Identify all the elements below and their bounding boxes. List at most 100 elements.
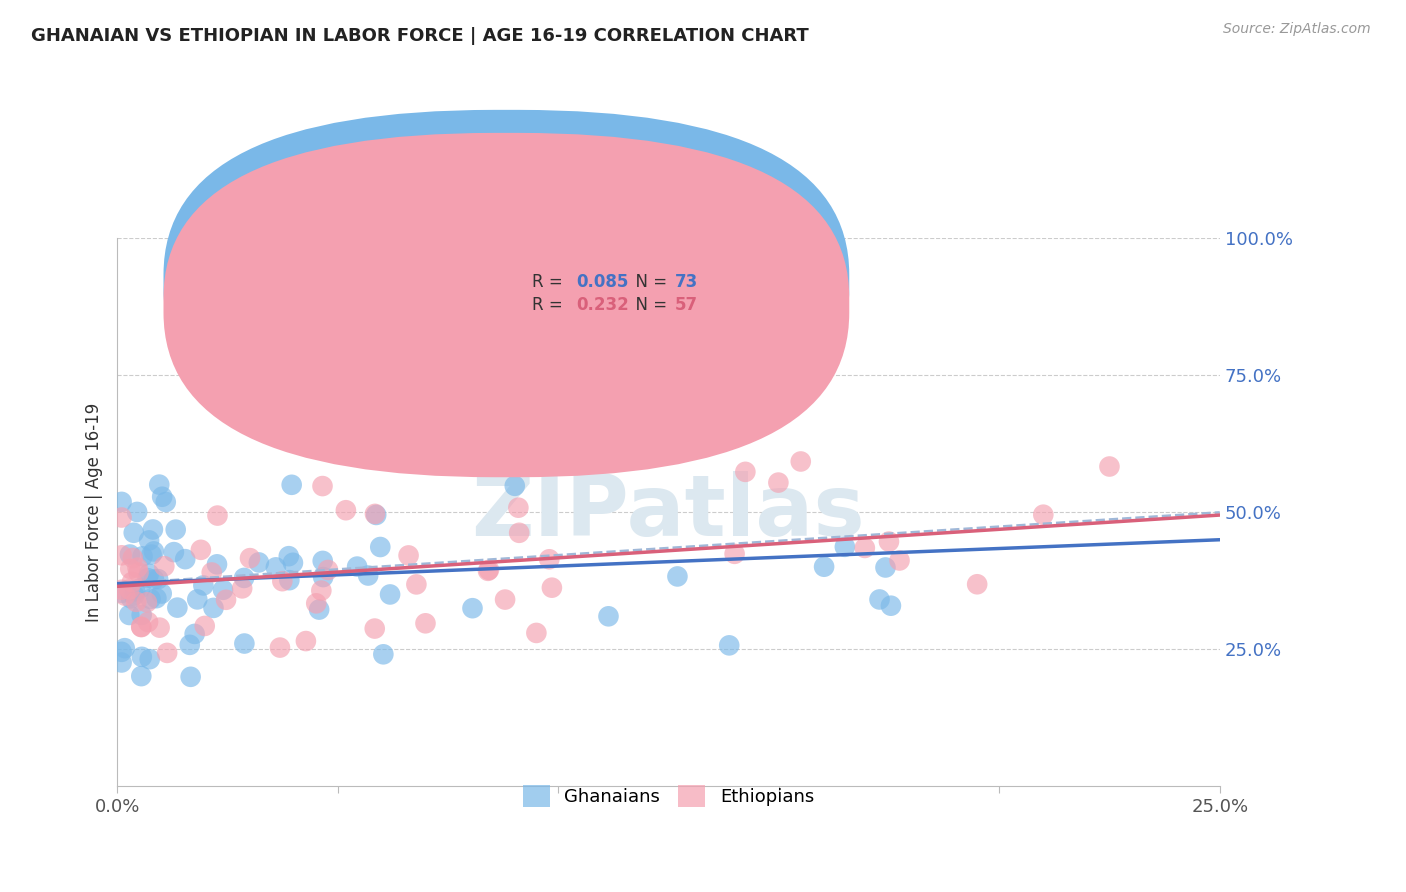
Point — [121, 575, 143, 590]
Point — [110, 510, 132, 524]
Text: R =: R = — [531, 273, 568, 291]
Point — [156, 646, 179, 660]
FancyBboxPatch shape — [470, 260, 779, 337]
Point — [966, 577, 988, 591]
Point — [366, 508, 388, 522]
Point — [312, 554, 335, 568]
Point — [118, 607, 141, 622]
Point — [150, 586, 173, 600]
Point — [110, 645, 132, 659]
Point — [128, 566, 150, 580]
Point — [125, 595, 148, 609]
FancyBboxPatch shape — [163, 133, 849, 477]
Point — [135, 595, 157, 609]
Text: 0.232: 0.232 — [576, 296, 628, 314]
Point — [174, 552, 197, 566]
Text: GHANAIAN VS ETHIOPIAN IN LABOR FORCE | AGE 16-19 CORRELATION CHART: GHANAIAN VS ETHIOPIAN IN LABOR FORCE | A… — [31, 27, 808, 45]
Point — [308, 602, 330, 616]
Point — [110, 495, 132, 509]
Text: 57: 57 — [675, 296, 699, 314]
Point — [163, 545, 186, 559]
Text: Source: ZipAtlas.com: Source: ZipAtlas.com — [1223, 22, 1371, 37]
Point — [316, 563, 339, 577]
Point — [368, 540, 391, 554]
Point — [239, 551, 262, 566]
Point — [889, 553, 911, 567]
Point — [193, 578, 215, 592]
Point — [110, 656, 132, 670]
Point — [461, 601, 484, 615]
Point — [149, 621, 172, 635]
Point — [723, 547, 745, 561]
Point — [120, 591, 142, 606]
Point — [148, 477, 170, 491]
Point — [179, 638, 201, 652]
Point — [264, 560, 287, 574]
Point — [143, 573, 166, 587]
Point — [215, 592, 238, 607]
Point — [1032, 508, 1054, 522]
Point — [790, 454, 813, 468]
Point — [538, 552, 561, 566]
Point — [138, 652, 160, 666]
Point — [190, 542, 212, 557]
Point — [138, 566, 160, 581]
Point — [357, 568, 380, 582]
Point — [853, 541, 876, 555]
Point — [124, 589, 146, 603]
Point — [734, 465, 756, 479]
Point — [146, 572, 169, 586]
Point — [166, 600, 188, 615]
Point — [364, 507, 387, 521]
Point — [142, 544, 165, 558]
Point — [718, 638, 741, 652]
Text: ZIPatlas: ZIPatlas — [471, 471, 865, 554]
Point — [541, 581, 564, 595]
Point — [405, 577, 427, 591]
Point — [114, 641, 136, 656]
Point — [131, 607, 153, 622]
Point — [312, 570, 335, 584]
Point — [153, 559, 176, 574]
Point — [547, 407, 569, 421]
Point — [295, 634, 318, 648]
Point — [880, 599, 903, 613]
Point — [186, 592, 208, 607]
Text: N =: N = — [626, 296, 673, 314]
Point — [131, 620, 153, 634]
Point — [127, 505, 149, 519]
Point — [508, 525, 530, 540]
Point — [278, 573, 301, 587]
Point — [131, 549, 153, 564]
Point — [183, 627, 205, 641]
Point — [233, 636, 256, 650]
Point — [110, 549, 132, 563]
Text: R =: R = — [531, 296, 568, 314]
Point — [280, 478, 302, 492]
Point — [120, 562, 142, 576]
Point — [335, 503, 357, 517]
Point — [118, 582, 141, 597]
Point — [281, 556, 304, 570]
Text: 73: 73 — [675, 273, 699, 291]
Point — [271, 574, 294, 589]
Point — [508, 500, 530, 515]
Text: N =: N = — [626, 273, 673, 291]
Point — [139, 591, 162, 606]
Point — [207, 508, 229, 523]
Point — [666, 569, 689, 583]
Point — [430, 456, 453, 470]
Point — [233, 571, 256, 585]
Point — [202, 600, 225, 615]
Point — [110, 582, 132, 597]
Point — [398, 549, 420, 563]
Point — [768, 475, 790, 490]
Point — [131, 649, 153, 664]
Point — [305, 596, 328, 610]
Point — [269, 640, 291, 655]
Point — [114, 589, 136, 603]
Point — [415, 616, 437, 631]
Point — [136, 615, 159, 629]
Point — [205, 558, 228, 572]
Point — [834, 540, 856, 554]
